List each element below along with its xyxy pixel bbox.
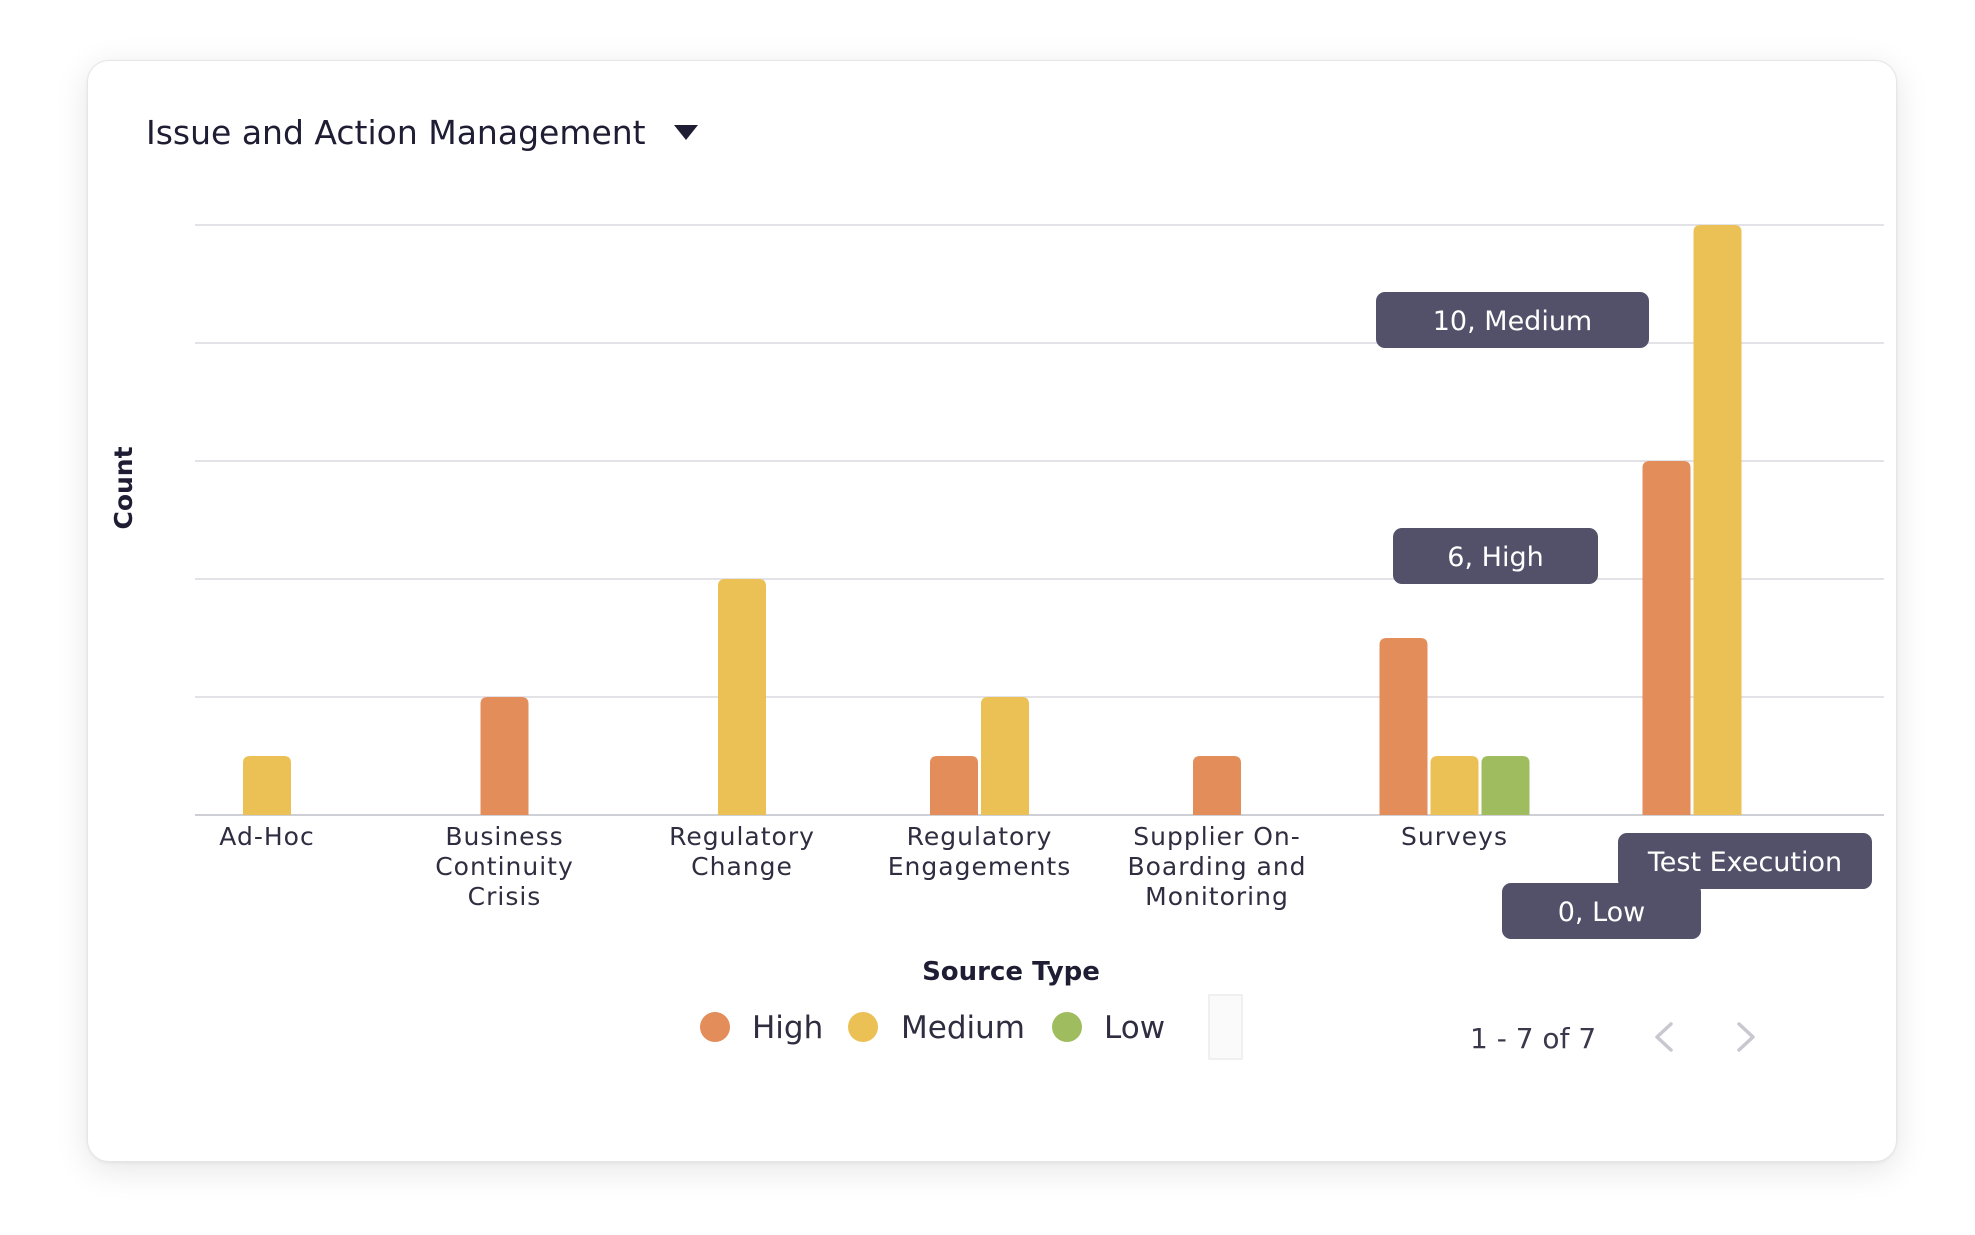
y-axis-label: Count (109, 446, 138, 529)
title-row[interactable]: Issue and Action Management (146, 113, 698, 152)
bar-high[interactable] (1379, 638, 1428, 815)
bar-medium[interactable] (981, 697, 1029, 815)
tooltip (1376, 292, 1649, 348)
legend-label-high[interactable]: High (752, 1010, 823, 1046)
x-tick-label: Supplier On- (1133, 822, 1301, 851)
x-tick-label: Boarding and (1127, 852, 1306, 881)
x-tick-label: Regulatory (669, 822, 815, 851)
x-tick-label: Engagements (888, 852, 1072, 881)
tooltip (1618, 833, 1872, 889)
bar-high[interactable] (930, 756, 978, 815)
x-tick-label: Surveys (1401, 822, 1508, 851)
x-axis-label: Source Type (922, 957, 1100, 987)
x-tick-label: Continuity (435, 852, 574, 881)
x-tick-label: Monitoring (1145, 882, 1289, 911)
bar-high[interactable] (480, 697, 529, 815)
chevron-left-icon[interactable] (1645, 1012, 1685, 1062)
tooltip-text: 0, Low (1558, 897, 1646, 928)
legend-label-low[interactable]: Low (1104, 1010, 1165, 1046)
bar-medium[interactable] (1693, 225, 1742, 815)
bar-medium[interactable] (1430, 756, 1479, 815)
chevron-right-icon[interactable] (1725, 1012, 1765, 1062)
bar-high[interactable] (1642, 461, 1691, 815)
tooltip-text: Test Execution (1647, 847, 1842, 878)
legend-swatch-medium (848, 1012, 878, 1042)
x-tick-label: Crisis (468, 882, 542, 911)
legend-swatch-low (1052, 1012, 1082, 1042)
legend-scroll-area (1208, 994, 1243, 1060)
bar-medium[interactable] (718, 579, 766, 815)
tooltip-text: 10, Medium (1433, 306, 1592, 337)
legend-label-medium[interactable]: Medium (901, 1010, 1025, 1046)
bar-low[interactable] (1481, 756, 1530, 815)
pager-label: 1 - 7 of 7 (1470, 1022, 1597, 1055)
chart-title: Issue and Action Management (146, 113, 646, 152)
x-tick-label: Business (445, 822, 563, 851)
tooltip (1502, 883, 1701, 939)
x-tick-label: Change (691, 852, 793, 881)
x-tick-label: Regulatory (907, 822, 1053, 851)
caret-down-icon[interactable] (673, 125, 698, 140)
tooltip-text: 6, High (1447, 542, 1543, 573)
bar-medium[interactable] (243, 756, 291, 815)
legend-swatch-high (700, 1012, 730, 1042)
chart-card: Issue and Action Management (87, 60, 1897, 1162)
bar-high[interactable] (1193, 756, 1241, 815)
x-tick-label: Ad-Hoc (219, 822, 314, 851)
tooltip (1393, 528, 1598, 584)
